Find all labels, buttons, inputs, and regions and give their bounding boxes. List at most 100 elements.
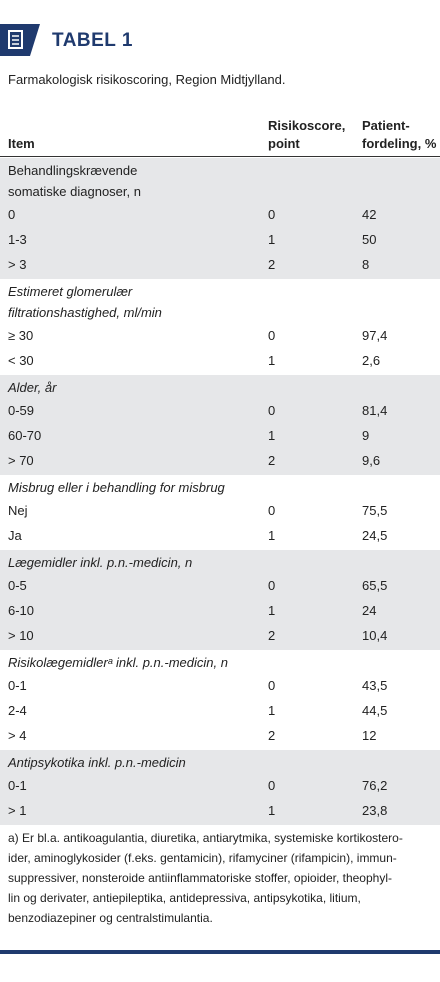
table-cell: > 3 — [8, 257, 27, 272]
table-cell: ≥ 30 — [8, 328, 34, 343]
table-cell: 0-1 — [8, 778, 27, 793]
group-title: Lægemidler inkl. p.n.-medicin, n — [8, 555, 193, 570]
table-cell: 2,6 — [362, 353, 381, 368]
column-header-line: Risikoscore, — [268, 118, 346, 133]
table-cell: 43,5 — [362, 678, 388, 693]
table-cell: 8 — [362, 257, 370, 272]
row-group: Alder, år 0-59 0 81,4 60-70 1 9 > 70 2 9,6 — [0, 375, 440, 475]
table-row: Nej 0 75,5 — [0, 498, 440, 523]
column-header: Item — [8, 135, 35, 153]
column-header-line: Patient- — [362, 118, 410, 133]
column-header: Patient-fordeling, % — [362, 117, 436, 153]
table-row: Ja 1 24,5 — [0, 523, 440, 548]
table-row: 0 0 42 — [0, 202, 440, 227]
column-header-line: point — [268, 136, 300, 151]
table-cell: > 70 — [8, 453, 34, 468]
table-cell: 2 — [268, 257, 276, 272]
table-cell: < 30 — [8, 353, 34, 368]
group-title: Estimeret glomerulær — [8, 284, 133, 299]
table-cell: Nej — [8, 503, 28, 518]
table-cell: 1 — [268, 428, 276, 443]
table-row: 60-70 1 9 — [0, 423, 440, 448]
table-cell: 65,5 — [362, 578, 388, 593]
table-row: 0-1 0 76,2 — [0, 773, 440, 798]
table-cell: 0-59 — [8, 403, 35, 418]
table-row: 1-3 1 50 — [0, 227, 440, 252]
table-cell: 6-10 — [8, 603, 35, 618]
table-cell: 75,5 — [362, 503, 388, 518]
table-cell: Ja — [8, 528, 22, 543]
table-cell: > 1 — [8, 803, 27, 818]
table-cell: 2 — [268, 628, 276, 643]
row-group: Estimeret glomerulær filtrationshastighed… — [0, 279, 440, 375]
group-title: Risikolægemidlerᵃ inkl. p.n.-medicin, n — [8, 655, 228, 670]
table-cell: 10,4 — [362, 628, 388, 643]
table-cell: 60-70 — [8, 428, 42, 443]
table-cell: 9 — [362, 428, 370, 443]
table-row: > 4 2 12 — [0, 723, 440, 748]
table-cell: 1 — [268, 528, 276, 543]
table-row: ≥ 30 0 97,4 — [0, 323, 440, 348]
table-row: 6-10 1 24 — [0, 598, 440, 623]
table-row: 0-5 0 65,5 — [0, 573, 440, 598]
table-header: Item Risikoscore, point Patient-fordeling, … — [0, 112, 440, 157]
table-title: TABEL 1 — [52, 30, 133, 51]
table-cell: 2 — [268, 728, 276, 743]
table-cell: 44,5 — [362, 703, 388, 718]
table-cell: 81,4 — [362, 403, 388, 418]
footnote-line: lin og derivater, antiepileptika, antide… — [8, 891, 361, 905]
table-cell: 1 — [268, 703, 276, 718]
table-cell: 12 — [362, 728, 377, 743]
row-group: Risikolægemidlerᵃ inkl. p.n.-medicin, n 0… — [0, 650, 440, 750]
bottom-rule — [0, 950, 440, 954]
table-cell: > 10 — [8, 628, 34, 643]
column-header: Risikoscore, point — [268, 117, 345, 153]
table-body: Behandlingskrævende somatiske diagnoser, … — [0, 158, 440, 825]
group-title: Antipsykotika inkl. p.n.-medicin — [8, 755, 186, 770]
footnote-line: a) Er bl.a. antikoagulantia, diuretika, … — [8, 831, 403, 845]
table-cell: 0 — [268, 207, 276, 222]
table-cell: 0 — [8, 207, 16, 222]
footnote-line: benzodiazepiner og centralstimulantia. — [8, 911, 213, 925]
table-cell: 0 — [268, 678, 276, 693]
table-cell: 0-1 — [8, 678, 27, 693]
table-row: > 3 2 8 — [0, 252, 440, 277]
group-title: Alder, år — [8, 380, 57, 395]
group-title: Behandlingskrævende — [8, 163, 138, 178]
table-cell: 1-3 — [8, 232, 27, 247]
table-cell: 2 — [268, 453, 276, 468]
row-group: Antipsykotika inkl. p.n.-medicin 0-1 0 76,2… — [0, 750, 440, 825]
footnote-line: ider, aminoglykosider (f.eks. gentamicin… — [8, 851, 397, 865]
group-title: somatiske diagnoser, n — [8, 184, 141, 199]
footnote: a) Er bl.a. antikoagulantia, diuretika, … — [8, 828, 403, 928]
column-header-line: fordeling, % — [362, 136, 437, 151]
row-group: Misbrug eller i behandling for misbrug Ne… — [0, 475, 440, 550]
table-cell: 42 — [362, 207, 377, 222]
table-cell: 0 — [268, 403, 276, 418]
table-row: 2-4 1 44,5 — [0, 698, 440, 723]
table-row: > 70 2 9,6 — [0, 448, 440, 473]
table-cell: 24 — [362, 603, 377, 618]
table-cell: 1 — [268, 803, 276, 818]
table-row: 0-59 0 81,4 — [0, 398, 440, 423]
group-title: Misbrug eller i behandling for misbrug — [8, 480, 225, 495]
table-cell: 0 — [268, 503, 276, 518]
table-cell: 50 — [362, 232, 377, 247]
table-cell: 0 — [268, 578, 276, 593]
column-header-line: Item — [8, 136, 35, 151]
table-cell: 0 — [268, 328, 276, 343]
caption: Farmakologisk risikoscoring, Region Midt… — [8, 72, 286, 87]
table-cell: 24,5 — [362, 528, 388, 543]
group-title: filtrationshastighed, ml/min — [8, 305, 162, 320]
table-row: 0-1 0 43,5 — [0, 673, 440, 698]
table-cell: 23,8 — [362, 803, 388, 818]
table-icon — [0, 24, 40, 56]
table-cell: 1 — [268, 353, 276, 368]
table-cell: 97,4 — [362, 328, 388, 343]
table-row: < 30 1 2,6 — [0, 348, 440, 373]
table-cell: 76,2 — [362, 778, 388, 793]
table-row: > 10 2 10,4 — [0, 623, 440, 648]
row-group: Lægemidler inkl. p.n.-medicin, n 0-5 0 65,5… — [0, 550, 440, 650]
table-cell: > 4 — [8, 728, 27, 743]
